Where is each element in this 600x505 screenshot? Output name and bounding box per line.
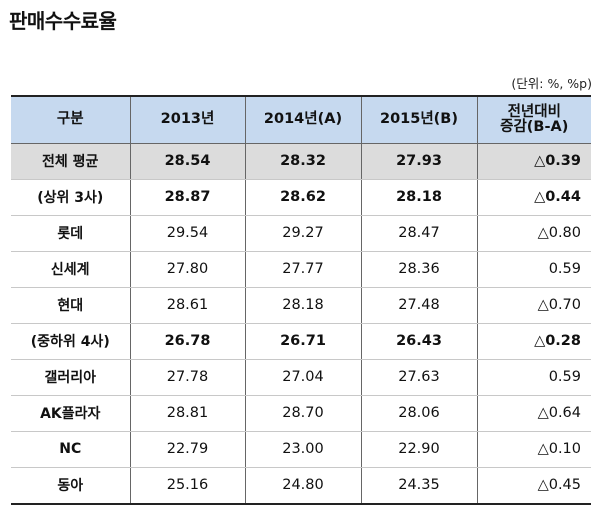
cell-2015: 27.48: [360, 287, 478, 324]
cell-2015: 24.35: [360, 467, 478, 505]
cell-2014: 28.32: [244, 143, 362, 180]
cell-2015: 27.63: [360, 359, 478, 396]
table-row: 갤러리아 27.78 27.04 27.63 0.59: [11, 359, 591, 396]
cell-2014: 28.70: [244, 395, 362, 432]
row-label: 롯데: [11, 215, 131, 252]
page-title: 판매수수료율: [9, 9, 117, 33]
table-row: NC 22.79 23.00 22.90 △0.10: [11, 431, 591, 468]
cell-2014: 27.04: [244, 359, 362, 396]
table-row: AK플라자 28.81 28.70 28.06 △0.64: [11, 395, 591, 432]
cell-2013: 29.54: [129, 215, 246, 252]
cell-change: △0.80: [476, 215, 591, 252]
row-label: AK플라자: [11, 395, 131, 432]
cell-change: △0.70: [476, 287, 591, 324]
cell-2013: 28.61: [129, 287, 246, 324]
cell-2015: 28.18: [360, 179, 478, 216]
row-label: 동아: [11, 467, 131, 505]
cell-2013: 25.16: [129, 467, 246, 505]
table-row: 현대 28.61 28.18 27.48 △0.70: [11, 287, 591, 324]
cell-2014: 28.62: [244, 179, 362, 216]
cell-2014: 28.18: [244, 287, 362, 324]
row-label: 신세계: [11, 251, 131, 288]
cell-2014: 29.27: [244, 215, 362, 252]
cell-2015: 22.90: [360, 431, 478, 468]
cell-2014: 24.80: [244, 467, 362, 505]
cell-2013: 28.54: [129, 143, 246, 180]
cell-2015: 28.36: [360, 251, 478, 288]
cell-2013: 26.78: [129, 323, 246, 360]
cell-2013: 28.81: [129, 395, 246, 432]
cell-2014: 27.77: [244, 251, 362, 288]
cell-change: △0.64: [476, 395, 591, 432]
header-category: 구분: [11, 95, 131, 144]
cell-2013: 27.80: [129, 251, 246, 288]
cell-change: △0.10: [476, 431, 591, 468]
cell-change: 0.59: [476, 359, 591, 396]
cell-change: △0.45: [476, 467, 591, 505]
row-label: 현대: [11, 287, 131, 324]
row-label: (중하위 4사): [11, 323, 131, 360]
cell-2014: 26.71: [244, 323, 362, 360]
table-row: 롯데 29.54 29.27 28.47 △0.80: [11, 215, 591, 252]
header-2014: 2014년(A): [244, 95, 362, 144]
table-row: 동아 25.16 24.80 24.35 △0.45: [11, 467, 591, 505]
header-2013: 2013년: [129, 95, 246, 144]
row-label: 전체 평균: [11, 143, 131, 180]
cell-change: △0.28: [476, 323, 591, 360]
row-label: 갤러리아: [11, 359, 131, 396]
cell-2014: 23.00: [244, 431, 362, 468]
cell-change: △0.39: [476, 143, 591, 180]
table-row: 신세계 27.80 27.77 28.36 0.59: [11, 251, 591, 288]
table-row: (중하위 4사) 26.78 26.71 26.43 △0.28: [11, 323, 591, 360]
header-2015: 2015년(B): [360, 95, 478, 144]
table-header-row: 구분 2013년 2014년(A) 2015년(B) 전년대비 증감(B-A): [11, 95, 591, 144]
cell-2013: 22.79: [129, 431, 246, 468]
cell-2015: 28.47: [360, 215, 478, 252]
cell-change: 0.59: [476, 251, 591, 288]
row-label: NC: [11, 431, 131, 468]
header-change: 전년대비 증감(B-A): [476, 95, 591, 144]
cell-2013: 27.78: [129, 359, 246, 396]
row-label: (상위 3사): [11, 179, 131, 216]
table-row: 전체 평균 28.54 28.32 27.93 △0.39: [11, 143, 591, 180]
cell-2015: 26.43: [360, 323, 478, 360]
unit-note: (단위: %, %p): [511, 76, 592, 91]
cell-2015: 27.93: [360, 143, 478, 180]
table-row: (상위 3사) 28.87 28.62 28.18 △0.44: [11, 179, 591, 216]
cell-change: △0.44: [476, 179, 591, 216]
cell-2013: 28.87: [129, 179, 246, 216]
commission-rate-table: 구분 2013년 2014년(A) 2015년(B) 전년대비 증감(B-A) …: [11, 95, 591, 505]
cell-2015: 28.06: [360, 395, 478, 432]
